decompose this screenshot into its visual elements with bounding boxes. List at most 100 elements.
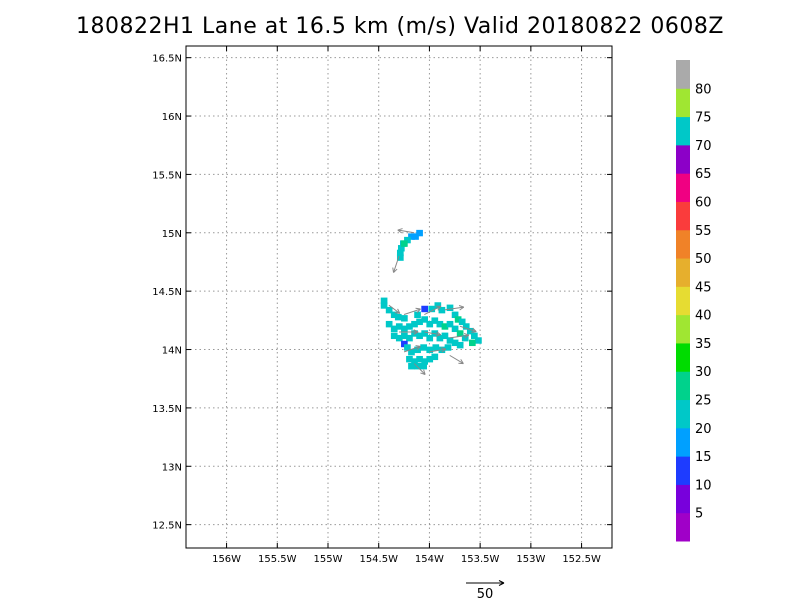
x-tick-label: 156W [212, 554, 241, 565]
heatmap-cell [431, 353, 439, 361]
heatmap-cell [456, 341, 464, 349]
wind-vector-head [420, 372, 426, 375]
heatmap-cell [436, 334, 444, 342]
y-tick-label: 15N [162, 229, 182, 240]
heatmap-cell [420, 344, 427, 351]
y-tick-label: 13N [162, 462, 182, 473]
heatmap-cell [406, 334, 413, 342]
colorbar-label: 65 [695, 167, 712, 182]
heatmap-cell [416, 332, 423, 340]
heatmap-cell [456, 330, 464, 337]
heatmap-cell [396, 249, 404, 257]
heatmap-cell [421, 358, 428, 365]
heatmap-cell [446, 320, 454, 328]
colorbar-label: 15 [695, 450, 712, 465]
heatmap-cell [395, 334, 403, 342]
heatmap-cell [471, 332, 478, 340]
colorbar-label: 10 [695, 478, 712, 493]
wind-vector-head [471, 331, 477, 333]
y-tick-label: 14N [162, 346, 182, 357]
wind-vector [413, 363, 426, 375]
x-tick-label: 154W [415, 554, 444, 565]
heatmap-cell [412, 233, 419, 240]
x-tick-label: 152.5W [562, 554, 601, 565]
wind-vector-head [416, 346, 421, 351]
heatmap-cell [380, 297, 388, 305]
colorbar-label: 45 [695, 280, 712, 295]
heatmap-cell [420, 362, 427, 370]
wind-vector-head [415, 307, 421, 310]
heatmap-cells [380, 229, 482, 370]
wind-vector [444, 306, 464, 311]
wind-vector-head [397, 229, 403, 234]
heatmap-cell [454, 316, 462, 323]
heatmap-cell [441, 332, 449, 340]
y-tick-label: 16.5N [152, 54, 182, 65]
heatmap-cell [380, 302, 388, 309]
wind-vector-head [441, 348, 447, 353]
heatmap-cell [406, 355, 413, 363]
y-tick-label: 13.5N [152, 404, 182, 415]
colorbar-segment [676, 399, 690, 429]
y-axis-ticks: 12.5N 13N 13.5N 14N 14.5N 15N 15.5N 16N 16.5N [152, 54, 612, 532]
heatmap-cell [401, 340, 408, 348]
wind-vector-head [459, 306, 465, 311]
wind-vector [424, 305, 441, 315]
colorbar-label: 60 [695, 195, 712, 210]
wind-vector-head [437, 306, 442, 311]
heatmap-cell [446, 337, 454, 344]
heatmap-cell [404, 236, 411, 244]
colorbar-segment [676, 512, 690, 542]
heatmap-cell [390, 311, 398, 319]
wind-vector-head [436, 331, 442, 336]
reference-vector: 50 [466, 580, 505, 600]
x-tick-label: 154.5W [359, 554, 398, 565]
colorbar-label: 35 [695, 337, 712, 352]
wind-vector [424, 331, 441, 336]
colorbar-segment [676, 371, 690, 401]
wind-vector-head [394, 312, 400, 314]
wind-vector-head [397, 228, 403, 231]
heatmap-cell [426, 334, 434, 342]
colorbar-label: 70 [695, 139, 712, 154]
wind-vector-head [423, 369, 426, 375]
heatmap-cell [408, 362, 415, 370]
wind-vector [449, 334, 469, 339]
y-tick-label: 12.5N [152, 521, 182, 532]
wind-vector-head [416, 308, 421, 313]
heatmap-cell [411, 358, 418, 365]
wind-vector-head [464, 334, 470, 339]
heatmap-cell [408, 233, 415, 240]
colorbar-label: 20 [695, 422, 712, 437]
heatmap-cell [475, 337, 482, 344]
y-tick-label: 16N [162, 112, 182, 123]
heatmap-cell [451, 311, 459, 319]
colorbar-label: 5 [695, 507, 703, 522]
heatmap-cell [438, 306, 446, 314]
colorbar-segment [676, 60, 690, 89]
wind-vector-head [472, 327, 477, 333]
heatmap-cell [385, 320, 393, 328]
wind-vector [429, 348, 446, 353]
colorbar-label: 30 [695, 365, 712, 380]
colorbar-label: 80 [695, 82, 712, 97]
heatmap-cell [408, 348, 415, 356]
heatmap-cell [441, 323, 449, 330]
heatmap-cell [426, 346, 434, 354]
heatmap-cell [446, 304, 454, 312]
colorbar-segment [676, 173, 690, 202]
heatmap-cell [434, 302, 442, 309]
wind-vector [403, 345, 421, 353]
colorbar-segment [676, 427, 690, 457]
colorbar-segment [676, 144, 690, 174]
chart-title: 180822H1 Lane at 16.5 km (m/s) Valid 201… [76, 14, 724, 39]
heatmap-cell [431, 317, 439, 324]
colorbar-segment [676, 201, 690, 231]
heatmap-cell [411, 320, 418, 328]
colorbar: 5 10 15 20 25 30 35 40 45 50 55 60 65 70 75 80 [676, 60, 712, 542]
heatmap-cell [416, 318, 423, 326]
x-tick-label: 155W [314, 554, 343, 565]
heatmap-cell [401, 315, 408, 322]
wind-vector-head [440, 347, 446, 350]
colorbar-segment [676, 116, 690, 146]
